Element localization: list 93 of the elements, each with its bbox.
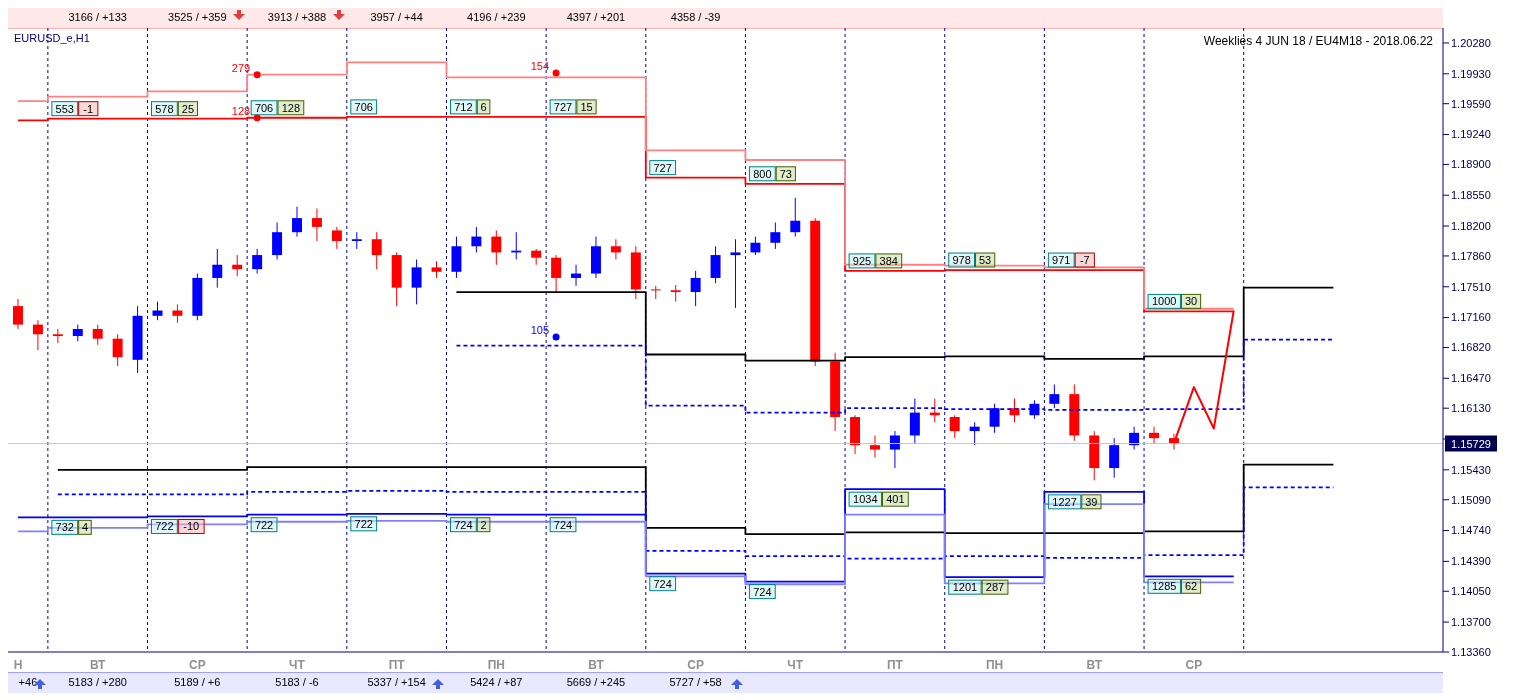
y-tick-label: 1.16130 xyxy=(1451,402,1491,415)
text: 5337 / +154 xyxy=(366,676,427,688)
annotation: 1227 xyxy=(1052,495,1077,508)
annotation: 724 xyxy=(753,585,772,598)
x-tick-label: ВТ xyxy=(588,657,605,672)
annotation: 925 xyxy=(852,254,872,267)
annotation: 800 xyxy=(753,167,772,180)
y-tick-label: 1.13700 xyxy=(1451,615,1491,628)
y-tick-label: 1.19930 xyxy=(1451,67,1491,80)
y-tick-label: 1.17160 xyxy=(1451,311,1491,324)
x-tick-label: ЧТ xyxy=(787,657,804,672)
annotation: 1034 xyxy=(853,493,878,506)
annotation: 105 xyxy=(530,323,550,336)
text: 5189 / +6 xyxy=(173,676,222,688)
text: 3957 / +44 xyxy=(369,11,424,23)
y-tick-label: 1.19590 xyxy=(1451,97,1491,110)
y-tick-label: 1.16820 xyxy=(1451,341,1491,354)
annotation: 706 xyxy=(354,100,373,113)
x-tick-label: СР xyxy=(1185,657,1203,672)
y-tick-label: 1.19240 xyxy=(1451,128,1491,141)
y-tick-label: 1.18900 xyxy=(1451,158,1491,171)
annotation: 724 xyxy=(653,577,672,590)
text: 3166 / +133 xyxy=(67,11,128,23)
annotation: 401 xyxy=(886,493,905,506)
annotation: 73 xyxy=(779,167,792,180)
y-tick-label: 1.18550 xyxy=(1451,189,1491,202)
y-tick-label: 1.17510 xyxy=(1451,280,1491,293)
annotation: 384 xyxy=(879,254,898,267)
ref-line-label: 1.15729 xyxy=(1451,437,1491,450)
annotation: 724 xyxy=(553,518,573,531)
annotation: 128 xyxy=(281,101,301,114)
y-tick-label: 1.15090 xyxy=(1451,493,1491,506)
annotation: 6 xyxy=(480,100,487,113)
annotation: 978 xyxy=(952,254,971,267)
annotation: 154 xyxy=(530,59,550,72)
text: 4196 / +239 xyxy=(466,11,527,23)
y-tick-label: 1.14740 xyxy=(1451,524,1491,537)
annotation: 279 xyxy=(231,61,251,74)
annotation: 727 xyxy=(553,100,573,113)
x-tick-label: ВТ xyxy=(1086,657,1103,672)
x-tick-label: ПТ xyxy=(388,657,406,672)
x-tick-label: СР xyxy=(687,657,704,672)
text: 4358 / -39 xyxy=(669,11,722,23)
annotation: 25 xyxy=(181,102,195,115)
annotation: 578 xyxy=(155,102,174,115)
annotation: 971 xyxy=(1052,254,1071,267)
annotation: 287 xyxy=(985,581,1005,594)
annotation: 727 xyxy=(653,161,672,174)
annotation: 724 xyxy=(454,518,473,531)
text: 5183 / -6 xyxy=(274,676,320,688)
x-tick-label: Н xyxy=(13,657,23,672)
y-tick-label: 1.17860 xyxy=(1451,249,1491,262)
annotation: 2 xyxy=(480,518,487,531)
annotation: 712 xyxy=(454,100,473,113)
text: 5727 / +58 xyxy=(668,676,723,688)
y-tick-label: 1.14050 xyxy=(1451,585,1491,598)
annotation: 53 xyxy=(979,254,992,267)
annotation: 39 xyxy=(1085,495,1098,508)
text: 5669 / +245 xyxy=(565,676,627,688)
y-tick-label: 1.13360 xyxy=(1451,645,1491,658)
x-tick-label: ПН xyxy=(487,657,505,672)
y-tick-label: 1.14390 xyxy=(1451,555,1491,568)
annotation: 1285 xyxy=(1152,580,1177,593)
y-tick-label: 1.15430 xyxy=(1451,463,1491,476)
annotation: -7 xyxy=(1079,254,1090,267)
y-tick-label: 1.20280 xyxy=(1451,36,1491,49)
chart-subtitle: EURUSD_e,H1 xyxy=(14,32,90,44)
text: +46 xyxy=(17,676,39,688)
text: 3913 / +388 xyxy=(266,11,328,23)
annotation: 1000 xyxy=(1152,295,1177,308)
annotation: 1201 xyxy=(952,581,978,594)
annotation: 4 xyxy=(81,521,89,534)
annotation: 706 xyxy=(254,101,274,114)
annotation: 15 xyxy=(580,100,593,113)
annotation: 722 xyxy=(354,517,373,530)
annotation: 722 xyxy=(254,518,274,531)
y-tick-label: 1.18200 xyxy=(1451,219,1491,232)
x-tick-label: ЧТ xyxy=(289,657,306,672)
text: 5424 / +87 xyxy=(469,676,524,688)
y-tick-label: 1.16470 xyxy=(1451,372,1491,385)
annotation: 553 xyxy=(55,102,74,115)
annotation: 62 xyxy=(1184,580,1198,593)
text: 5183 / +280 xyxy=(67,676,128,688)
annotation: 30 xyxy=(1184,295,1198,308)
x-tick-label: ВТ xyxy=(89,657,107,672)
x-tick-label: СР xyxy=(189,657,206,672)
text: 4397 / +201 xyxy=(565,11,627,23)
x-tick-label: ПН xyxy=(985,657,1004,672)
text: 3525 / +359 xyxy=(167,11,228,23)
annotation: -1 xyxy=(83,102,94,115)
x-tick-label: ПТ xyxy=(886,657,904,672)
text: Weeklies 4 JUN 18 / EU4M18 - 2018.06.22 xyxy=(1203,34,1433,48)
annotation: 128 xyxy=(231,104,251,117)
